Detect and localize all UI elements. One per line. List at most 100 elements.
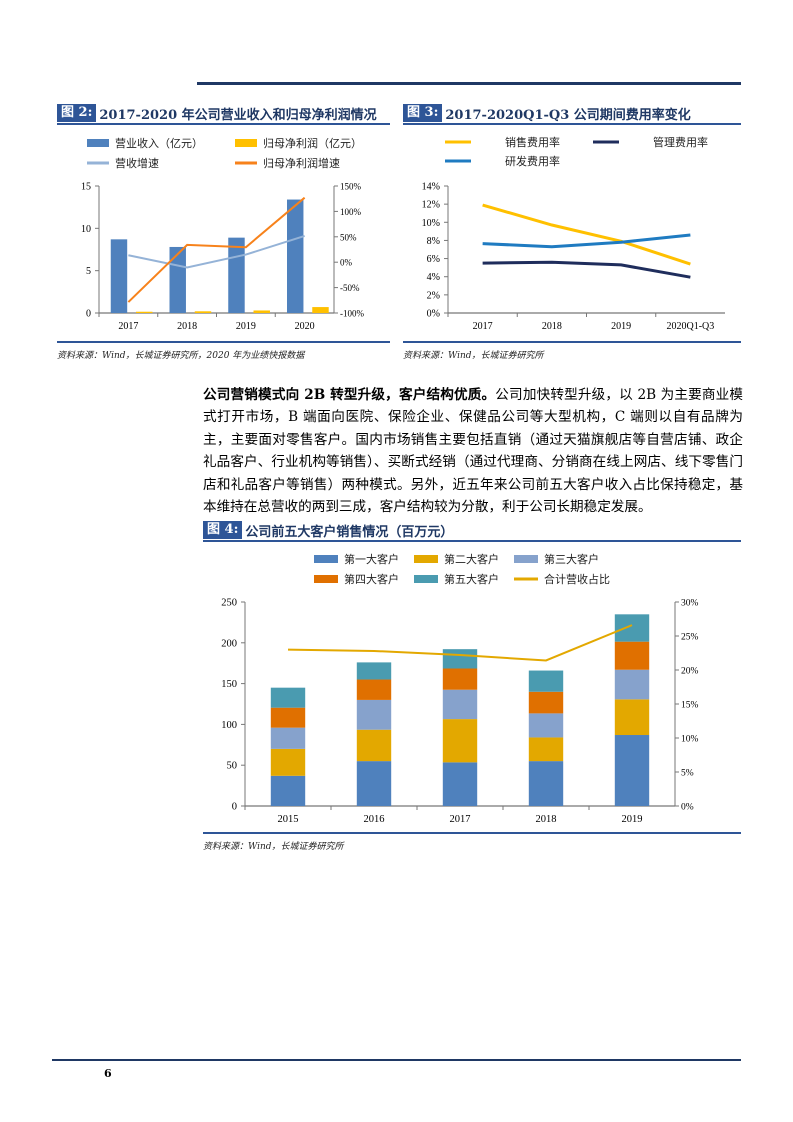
y2-tick-label: 25% (681, 633, 699, 643)
footer-rule (52, 1059, 741, 1061)
y2-tick-label: 15% (681, 701, 699, 711)
series-line (482, 203, 691, 266)
y-tick-label: 8% (427, 236, 440, 247)
bar-segment (614, 641, 650, 670)
fig2-source: 资料来源：Wind，长城证券研究所，2020 年为业绩快报数据 (57, 341, 390, 361)
bar-segment (356, 679, 392, 700)
bar-segment (356, 761, 392, 806)
y-tick-label: 4% (427, 272, 440, 283)
bar (169, 246, 186, 313)
bar-segment (442, 719, 478, 763)
legend-swatch (87, 139, 109, 147)
legend-swatch (514, 555, 538, 563)
y-tick-label: 0 (86, 309, 91, 320)
x-tick-label: 2020Q1-Q3 (666, 321, 714, 332)
bar-segment (442, 762, 478, 806)
legend-swatch (414, 555, 438, 563)
legend-label: 合计营收占比 (544, 572, 610, 586)
y2-tick-label: -100% (340, 309, 364, 319)
legend-label: 管理费用率 (653, 135, 708, 149)
fig4-chart: 0 50 100 150 200 250 0% 5% 10% 15% 20% 25% 30% 2015 20… (221, 552, 699, 825)
legend-label: 归母净利润（亿元） (263, 136, 362, 150)
y2-tick-label: 0% (681, 803, 694, 813)
x-tick-label: 2018 (177, 321, 197, 332)
bar (110, 239, 128, 313)
bar-segment (614, 669, 650, 700)
legend-swatch (314, 575, 338, 583)
bar-segment (442, 649, 478, 669)
x-tick-label: 2016 (364, 814, 385, 825)
y2-tick-label: 150% (340, 182, 362, 192)
x-tick-label: 2017 (118, 321, 138, 332)
y-tick-label: 5 (86, 266, 91, 277)
x-tick-label: 2020 (295, 321, 315, 332)
paragraph-body: 公司加快转型升级，以 2B 为主要商业模式打开市场，B 端面向医院、保险企业、保… (203, 387, 743, 516)
bar-segment (442, 689, 478, 720)
fig3-chart: 0% 2% 4% 6% 8% 10% 12% 14% 2017 2018 2019 2020Q1-Q3… (422, 135, 725, 332)
body-paragraph: 公司营销模式向 2B 转型升级，客户结构优质。公司加快转型升级，以 2B 为主要… (203, 384, 743, 518)
fig2-title-bar: 图 2: 2017-2020 年公司营业收入和归母净利润情况 (57, 103, 390, 125)
legend-label: 归母净利润增速 (263, 156, 340, 170)
legend-label: 第三大客户 (544, 552, 599, 566)
series-line (128, 234, 305, 269)
page-number: 6 (104, 1067, 112, 1080)
fig3-label: 图 3: (403, 104, 443, 122)
bar-segment (528, 761, 564, 806)
fig2-title: 2017-2020 年公司营业收入和归母净利润情况 (99, 107, 377, 123)
bar (253, 310, 270, 313)
y-tick-label: 10 (81, 224, 91, 235)
bar-segment (614, 699, 650, 736)
x-tick-label: 2018 (536, 814, 557, 825)
bar-segment (270, 727, 306, 749)
bar-segment (528, 713, 564, 738)
x-tick-label: 2019 (236, 321, 256, 332)
x-tick-label: 2015 (278, 814, 299, 825)
y-tick-label: 100 (221, 720, 237, 731)
bar-segment (614, 735, 650, 806)
fig4-label: 图 4: (203, 521, 243, 539)
y2-tick-label: 20% (681, 667, 699, 677)
fig3-title-bar: 图 3: 2017-2020Q1-Q3 公司期间费用率变化 (403, 103, 741, 125)
bar-segment (356, 729, 392, 762)
y-tick-label: 0% (427, 309, 440, 320)
legend-label: 第四大客户 (344, 572, 399, 586)
y-tick-label: 2% (427, 290, 440, 301)
bar-segment (442, 668, 478, 690)
fig2-chart: 0 5 10 15 -100% -50% 0% 50% 100% 150% 2017 2018 2019… (81, 136, 364, 332)
y2-tick-label: 0% (340, 258, 353, 268)
y-tick-label: 200 (221, 638, 237, 649)
legend-swatch (235, 139, 257, 147)
series-line (482, 260, 691, 279)
legend-swatch (414, 575, 438, 583)
bar-segment (528, 670, 564, 692)
bar-segment (614, 614, 650, 642)
y-tick-label: 6% (427, 254, 440, 265)
paragraph-lead: 公司营销模式向 2B 转型升级，客户结构优质。 (203, 387, 496, 403)
fig4-title: 公司前五大客户销售情况（百万元） (245, 524, 454, 540)
series-line (482, 233, 691, 249)
legend-label: 销售费用率 (505, 135, 560, 149)
y-tick-label: 15 (81, 182, 91, 193)
bar-segment (528, 691, 564, 714)
y-tick-label: 0 (232, 802, 237, 813)
y-tick-label: 14% (422, 182, 440, 193)
fig4-title-bar: 图 4: 公司前五大客户销售情况（百万元） (203, 520, 741, 542)
x-tick-label: 2018 (542, 321, 562, 332)
y2-tick-label: 50% (340, 232, 357, 242)
x-tick-label: 2019 (622, 814, 643, 825)
bar (312, 307, 329, 313)
bar-segment (270, 748, 306, 776)
bar (194, 311, 212, 313)
series-line (287, 624, 633, 662)
legend-label: 第五大客户 (444, 572, 499, 586)
y2-tick-label: 100% (340, 207, 362, 217)
x-tick-label: 2019 (611, 321, 631, 332)
bar-segment (270, 707, 306, 728)
legend-label: 营收增速 (115, 156, 159, 170)
y2-tick-label: 30% (681, 599, 699, 609)
x-tick-label: 2017 (450, 814, 471, 825)
x-tick-label: 2017 (473, 321, 493, 332)
y-tick-label: 250 (221, 598, 237, 609)
fig4-source: 资料来源：Wind，长城证券研究所 (203, 832, 741, 852)
legend-label: 研发费用率 (505, 154, 560, 168)
